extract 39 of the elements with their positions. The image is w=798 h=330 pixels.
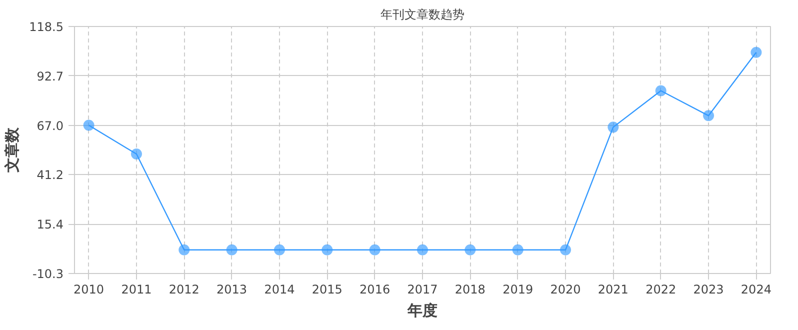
- x-tick-label: 2021: [598, 282, 628, 296]
- point: [464, 244, 476, 256]
- point: [226, 244, 238, 256]
- x-tick-label: 2015: [312, 282, 342, 296]
- point: [274, 244, 285, 256]
- x-tick-label: 2019: [502, 282, 534, 296]
- y-tick-label: -10.3: [32, 267, 64, 281]
- x-axis-title: 年度: [406, 302, 438, 320]
- x-tick-label: 2014: [264, 282, 295, 296]
- x-tick-label: 2022: [646, 282, 676, 296]
- x-tick-label: 2016: [360, 282, 390, 296]
- x-tick-label: 2023: [693, 282, 724, 296]
- y-tick-label: 41.2: [36, 168, 64, 182]
- point: [750, 46, 762, 58]
- x-tick-label: 2011: [121, 282, 152, 296]
- y-tick-label: 118.5: [29, 20, 64, 34]
- x-tick-label: 2010: [74, 282, 104, 296]
- x-tick-label: 2018: [454, 282, 486, 296]
- y-tick-label: 67.0: [36, 118, 64, 133]
- y-tick-label: 15.4: [36, 218, 64, 232]
- point: [130, 148, 142, 160]
- point: [178, 244, 190, 256]
- point: [369, 244, 380, 256]
- x-tick-label: 2012: [168, 282, 200, 296]
- point: [417, 244, 428, 256]
- point: [83, 120, 94, 131]
- point: [655, 85, 666, 96]
- x-tick-label: 2013: [216, 282, 248, 296]
- y-axis-title: 文章数: [3, 126, 22, 174]
- point: [608, 122, 619, 133]
- point: [703, 110, 714, 122]
- y-tick-label: 92.7: [36, 69, 64, 84]
- x-tick-label: 2024: [740, 282, 772, 296]
- point: [322, 244, 333, 256]
- x-tick-label: 2017: [407, 282, 438, 296]
- x-tick-label: 2020: [550, 282, 581, 296]
- point: [560, 244, 572, 256]
- chart-title: 年刊文章数趋势: [380, 8, 464, 22]
- point: [512, 244, 524, 256]
